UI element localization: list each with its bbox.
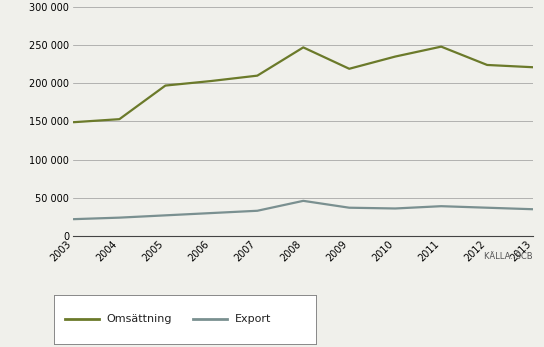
Text: KÄLLA: SCB: KÄLLA: SCB	[485, 252, 533, 261]
Text: Omsättning: Omsättning	[107, 314, 172, 324]
Text: Export: Export	[234, 314, 271, 324]
